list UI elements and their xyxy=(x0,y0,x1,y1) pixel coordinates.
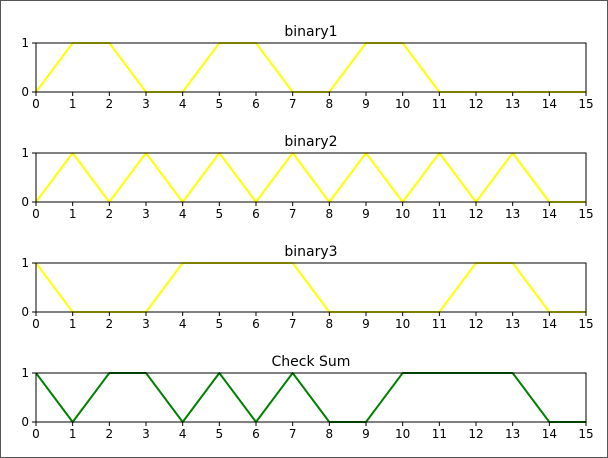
x-tick-label: 10 xyxy=(395,317,410,331)
x-tick-label: 11 xyxy=(432,427,447,441)
x-tick-label: 0 xyxy=(32,97,40,111)
y-tick-label: 1 xyxy=(21,366,29,380)
x-tick-label: 8 xyxy=(326,207,334,221)
x-tick-label: 8 xyxy=(326,317,334,331)
x-tick-label: 6 xyxy=(252,207,260,221)
x-tick-label: 15 xyxy=(578,317,593,331)
x-tick-label: 15 xyxy=(578,207,593,221)
subplot-title: binary1 xyxy=(284,24,337,40)
x-tick-label: 14 xyxy=(542,97,557,111)
x-tick-label: 8 xyxy=(326,97,334,111)
subplot-title: binary3 xyxy=(284,244,337,260)
x-tick-label: 9 xyxy=(362,97,370,111)
x-tick-label: 10 xyxy=(395,97,410,111)
x-tick-label: 6 xyxy=(252,97,260,111)
x-tick-label: 1 xyxy=(69,317,77,331)
subplot-title: binary2 xyxy=(284,134,337,150)
y-tick-label: 0 xyxy=(21,85,29,99)
x-tick-label: 4 xyxy=(179,427,187,441)
x-tick-label: 4 xyxy=(179,317,187,331)
x-tick-label: 2 xyxy=(106,207,114,221)
axes-frame xyxy=(35,152,587,203)
x-tick-label: 0 xyxy=(32,207,40,221)
x-tick-label: 8 xyxy=(326,427,334,441)
series-line xyxy=(35,262,586,313)
x-tick-label: 4 xyxy=(179,97,187,111)
x-tick-label: 14 xyxy=(542,207,557,221)
x-tick-label: 7 xyxy=(289,427,297,441)
x-tick-label: 1 xyxy=(69,97,77,111)
y-tick-label: 0 xyxy=(21,415,29,429)
axes-frame xyxy=(35,42,587,93)
x-tick-label: 13 xyxy=(505,317,520,331)
x-tick-label: 2 xyxy=(106,317,114,331)
x-tick-label: 1 xyxy=(69,207,77,221)
x-tick-label: 6 xyxy=(252,427,260,441)
x-tick-label: 5 xyxy=(216,317,224,331)
x-tick-label: 15 xyxy=(578,427,593,441)
x-tick-label: 12 xyxy=(468,97,483,111)
x-tick-label: 2 xyxy=(106,97,114,111)
subplot-title: Check Sum xyxy=(272,354,351,370)
series-line xyxy=(35,372,586,423)
x-tick-label: 5 xyxy=(216,427,224,441)
x-tick-label: 0 xyxy=(32,317,40,331)
x-tick-label: 13 xyxy=(505,97,520,111)
series-line xyxy=(35,42,586,93)
axes-frame xyxy=(35,262,587,313)
x-tick-label: 13 xyxy=(505,427,520,441)
x-tick-label: 11 xyxy=(432,317,447,331)
y-tick-label: 1 xyxy=(21,256,29,270)
x-tick-label: 5 xyxy=(216,207,224,221)
y-tick-label: 1 xyxy=(21,146,29,160)
x-tick-label: 14 xyxy=(542,317,557,331)
x-tick-label: 13 xyxy=(505,207,520,221)
x-tick-label: 15 xyxy=(578,97,593,111)
x-tick-label: 3 xyxy=(142,97,150,111)
x-tick-label: 5 xyxy=(216,97,224,111)
x-tick-label: 12 xyxy=(468,317,483,331)
x-tick-label: 3 xyxy=(142,427,150,441)
x-tick-label: 11 xyxy=(432,207,447,221)
x-tick-label: 12 xyxy=(468,207,483,221)
x-tick-label: 10 xyxy=(395,207,410,221)
y-tick-label: 1 xyxy=(21,36,29,50)
x-tick-label: 10 xyxy=(395,427,410,441)
x-tick-label: 0 xyxy=(32,427,40,441)
x-tick-label: 3 xyxy=(142,317,150,331)
x-tick-label: 2 xyxy=(106,427,114,441)
x-tick-label: 7 xyxy=(289,97,297,111)
axes-frame xyxy=(35,372,587,423)
x-tick-label: 11 xyxy=(432,97,447,111)
x-tick-label: 3 xyxy=(142,207,150,221)
series-line xyxy=(35,152,586,203)
x-tick-label: 7 xyxy=(289,207,297,221)
x-tick-label: 7 xyxy=(289,317,297,331)
x-tick-label: 4 xyxy=(179,207,187,221)
y-tick-label: 0 xyxy=(21,195,29,209)
x-tick-label: 14 xyxy=(542,427,557,441)
x-tick-label: 9 xyxy=(362,207,370,221)
x-tick-label: 1 xyxy=(69,427,77,441)
y-tick-label: 0 xyxy=(21,305,29,319)
x-tick-label: 9 xyxy=(362,427,370,441)
x-tick-label: 12 xyxy=(468,427,483,441)
x-tick-label: 6 xyxy=(252,317,260,331)
x-tick-label: 9 xyxy=(362,317,370,331)
